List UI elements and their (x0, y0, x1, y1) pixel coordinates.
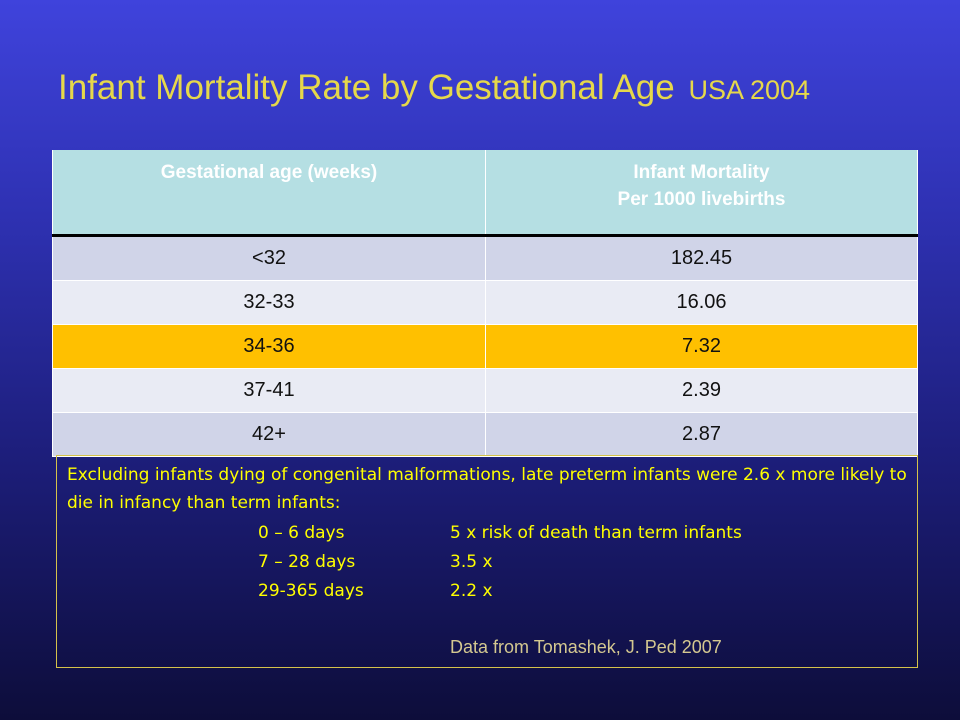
detail-value: 3.5 x (450, 552, 493, 572)
table-header-row: Gestational age (weeks) Infant Mortality… (52, 150, 918, 237)
cell-rate: 182.45 (485, 235, 918, 281)
slide-title-suffix: USA 2004 (688, 75, 811, 105)
table-row: 37-41 2.39 (52, 368, 918, 413)
note-detail-row: 29-365 days 2.2 x (57, 577, 917, 605)
header-infant-mortality-line1: Infant Mortality (633, 162, 770, 183)
cell-rate: 7.32 (485, 324, 918, 369)
cell-rate: 2.39 (485, 368, 918, 413)
detail-label: 7 – 28 days (258, 552, 356, 572)
header-gestational-age: Gestational age (weeks) (52, 150, 486, 237)
detail-value: 2.2 x (450, 581, 493, 601)
cell-age: 37-41 (52, 368, 486, 413)
mortality-table: Gestational age (weeks) Infant Mortality… (52, 150, 918, 457)
slide-title-main: Infant Mortality Rate by Gestational Age (58, 68, 675, 107)
findings-note-box: Excluding infants dying of congenital ma… (56, 455, 918, 668)
cell-rate: 2.87 (485, 412, 918, 457)
cell-rate: 16.06 (485, 280, 918, 325)
cell-age: 42+ (52, 412, 486, 457)
detail-label: 0 – 6 days (258, 523, 345, 543)
slide-title: Infant Mortality Rate by Gestational Age… (58, 68, 938, 108)
cell-age: 34-36 (52, 324, 486, 369)
header-infant-mortality-line2: Per 1000 livebirths (617, 189, 786, 210)
table-row-highlighted: 34-36 7.32 (52, 324, 918, 369)
cell-age: <32 (52, 235, 486, 281)
header-infant-mortality: Infant Mortality Per 1000 livebirths (485, 150, 918, 237)
table-row: 42+ 2.87 (52, 412, 918, 457)
table-row: 32-33 16.06 (52, 280, 918, 325)
note-detail-row: 7 – 28 days 3.5 x (57, 548, 917, 576)
note-intro: Excluding infants dying of congenital ma… (67, 465, 907, 513)
data-source-citation: Data from Tomashek, J. Ped 2007 (450, 637, 722, 657)
detail-value: 5 x risk of death than term infants (450, 523, 742, 543)
detail-label: 29-365 days (258, 581, 364, 601)
cell-age: 32-33 (52, 280, 486, 325)
note-detail-row: 0 – 6 days 5 x risk of death than term i… (57, 519, 917, 547)
table-row: <32 182.45 (52, 235, 918, 281)
